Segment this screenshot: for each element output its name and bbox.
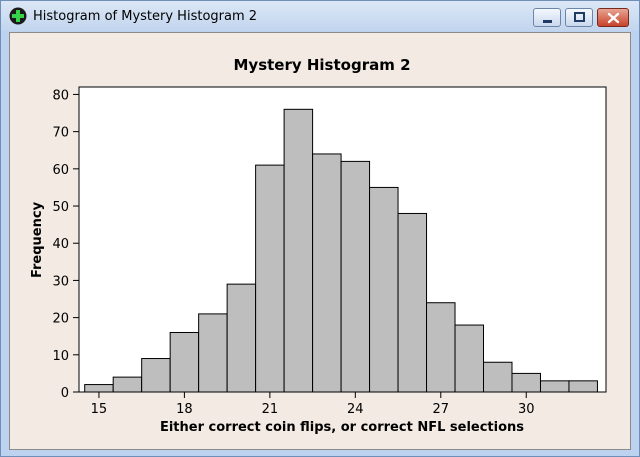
minimize-icon xyxy=(543,20,552,23)
histogram-bar xyxy=(255,164,285,393)
y-tick-label: 0 xyxy=(61,386,69,401)
x-tick-label: 15 xyxy=(91,402,108,417)
x-axis-label: Either correct coin flips, or correct NF… xyxy=(160,420,524,435)
y-tick-label: 40 xyxy=(52,237,69,252)
histogram-bar xyxy=(568,380,598,393)
histogram-bar xyxy=(283,108,314,393)
histogram-bar xyxy=(426,302,456,393)
close-button[interactable] xyxy=(597,8,629,27)
histogram-bar xyxy=(454,324,485,393)
minimize-button[interactable] xyxy=(533,8,561,27)
y-axis: 0 10 20 30 40 50 60 70 80 xyxy=(52,88,79,401)
histogram-bar xyxy=(511,372,541,393)
y-tick-label: 80 xyxy=(52,88,69,103)
histogram-chart: Mystery Histogram 2 0 10 20 30 40 50 60 70 80 15… xyxy=(30,56,607,435)
minitab-cross-icon xyxy=(9,7,27,25)
title-bar[interactable]: Histogram of Mystery Histogram 2 xyxy=(1,1,639,31)
y-tick-label: 20 xyxy=(52,312,69,327)
x-tick-label: 21 xyxy=(262,402,279,417)
histogram-bar xyxy=(84,384,114,393)
histogram-bar xyxy=(369,186,399,393)
x-tick-label: 18 xyxy=(176,402,193,417)
y-tick-label: 30 xyxy=(52,274,69,289)
y-axis-label: Frequency xyxy=(30,201,45,278)
histogram-bar xyxy=(112,376,143,393)
histogram-bar xyxy=(169,331,200,393)
y-tick-label: 10 xyxy=(52,349,69,364)
histogram-bar xyxy=(312,153,342,393)
histogram-bar xyxy=(539,380,570,393)
window-title: Histogram of Mystery Histogram 2 xyxy=(33,9,258,24)
bars-group xyxy=(84,108,598,393)
maximize-button[interactable] xyxy=(565,8,593,27)
maximize-icon xyxy=(574,12,585,22)
x-tick-label: 30 xyxy=(518,402,535,417)
histogram-bar xyxy=(340,160,371,393)
histogram-bar xyxy=(226,283,257,393)
histogram-bar xyxy=(483,361,513,393)
graph-client-area: Mystery Histogram 2 0 10 20 30 40 50 60 70 80 15… xyxy=(9,32,631,450)
histogram-bar xyxy=(141,358,171,393)
x-axis: 15 18 21 24 27 30 xyxy=(91,392,535,417)
y-tick-label: 70 xyxy=(52,126,69,141)
chart-title: Mystery Histogram 2 xyxy=(233,56,410,74)
histogram-bar xyxy=(397,212,428,393)
x-tick-label: 24 xyxy=(347,402,364,417)
x-tick-label: 27 xyxy=(433,402,450,417)
y-tick-label: 50 xyxy=(52,200,69,215)
y-tick-label: 60 xyxy=(52,163,69,178)
close-icon xyxy=(607,12,620,24)
histogram-bar xyxy=(198,313,228,393)
